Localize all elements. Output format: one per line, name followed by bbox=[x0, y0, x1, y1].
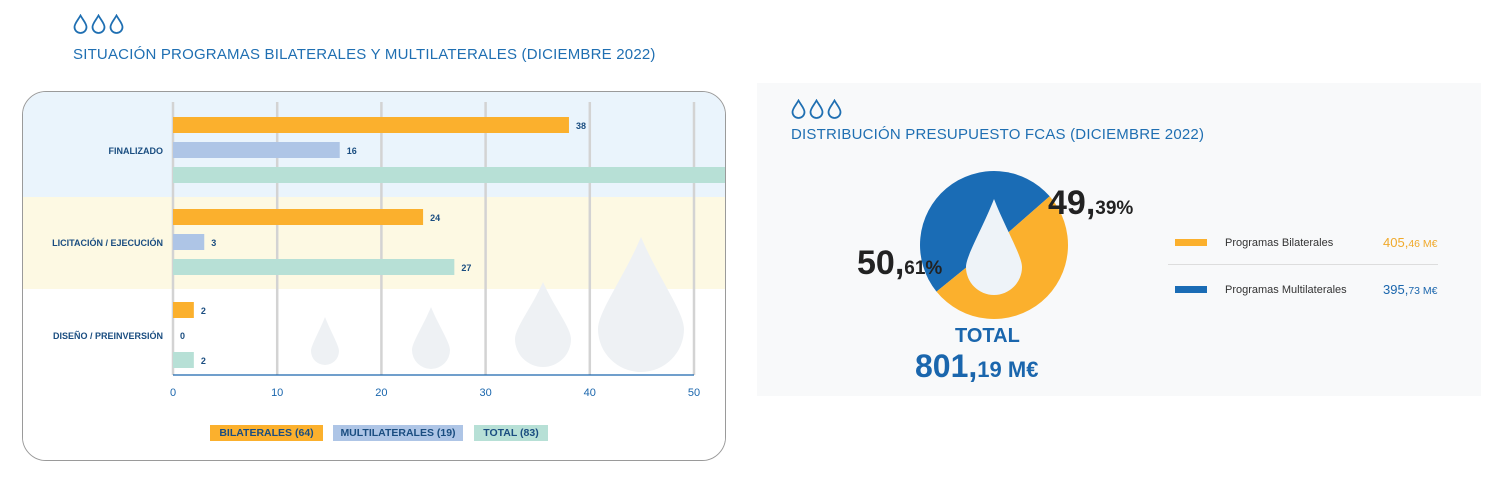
legend-value-multilateral-int: 395, bbox=[1383, 282, 1409, 297]
pct-bilateral-int: 50, bbox=[857, 244, 905, 282]
bar-chart: 01020304050FINALIZADO381654LICITACIÓN / … bbox=[23, 92, 725, 460]
data-label: 3 bbox=[211, 238, 216, 248]
bar bbox=[173, 302, 194, 318]
legend-value-multilateral-dec: 73 M€ bbox=[1408, 285, 1438, 297]
pie-chart bbox=[920, 171, 1069, 320]
bar bbox=[173, 167, 725, 183]
data-label: 2 bbox=[201, 306, 206, 316]
total-value-dec: 19 M€ bbox=[977, 357, 1039, 382]
drop-icon bbox=[73, 14, 88, 34]
legend-total-label: TOTAL (83) bbox=[483, 427, 539, 439]
legend-label-multilateral: Programas Multilaterales bbox=[1225, 283, 1347, 296]
total-value-int: 801, bbox=[915, 348, 978, 384]
drop-icon bbox=[109, 14, 124, 34]
legend-bilaterales-label: BILATERALES (64) bbox=[219, 427, 314, 439]
legend-value-multilateral: 395,73 M€ bbox=[1383, 282, 1438, 297]
data-label: 2 bbox=[201, 356, 206, 366]
legend-divider bbox=[1168, 264, 1438, 265]
bar bbox=[173, 259, 455, 275]
pie-chart-panel bbox=[757, 83, 1481, 396]
category-label: FINALIZADO bbox=[109, 146, 164, 156]
data-label: 0 bbox=[180, 331, 185, 341]
x-tick-label: 0 bbox=[170, 387, 176, 399]
x-tick-label: 50 bbox=[688, 387, 700, 399]
legend-bilaterales: BILATERALES (64) bbox=[210, 425, 323, 441]
legend-total: TOTAL (83) bbox=[474, 425, 548, 441]
x-tick-label: 40 bbox=[584, 387, 596, 399]
pie-label-multilateral: 49,39% bbox=[1048, 184, 1133, 223]
data-label: 27 bbox=[461, 263, 471, 273]
legend-multilaterales: MULTILATERALES (19) bbox=[333, 425, 463, 441]
legend-label-bilateral: Programas Bilaterales bbox=[1225, 236, 1334, 249]
legend-swatch-multilateral bbox=[1175, 286, 1207, 293]
pct-multilateral-int: 49, bbox=[1048, 184, 1096, 222]
bar bbox=[173, 209, 424, 225]
legend-value-bilateral-dec: 46 M€ bbox=[1408, 238, 1438, 250]
pie-legend-multilateral: Programas Multilaterales 395,73 M€ bbox=[1175, 282, 1438, 297]
drops-icon-right bbox=[791, 99, 842, 119]
pie-label-bilateral: 50,61% bbox=[857, 244, 942, 283]
bar-chart-panel: 01020304050FINALIZADO381654LICITACIÓN / … bbox=[22, 91, 726, 461]
drop-icon bbox=[791, 99, 806, 119]
data-label: 24 bbox=[430, 213, 440, 223]
total-value: 801,19 M€ bbox=[915, 348, 1038, 385]
category-label: DISEÑO / PREINVERSIÓN bbox=[53, 330, 163, 341]
bar bbox=[173, 117, 569, 133]
pct-multilateral-dec: 39% bbox=[1095, 198, 1134, 219]
legend-value-bilateral: 405,46 M€ bbox=[1383, 235, 1438, 250]
center-drop bbox=[966, 199, 1022, 295]
pie-legend-bilateral: Programas Bilaterales 405,46 M€ bbox=[1175, 235, 1438, 250]
legend-multilaterales-label: MULTILATERALES (19) bbox=[340, 427, 456, 439]
total-label: TOTAL bbox=[955, 325, 1020, 347]
decorative-drop bbox=[598, 237, 684, 372]
x-tick-label: 10 bbox=[271, 387, 283, 399]
x-tick-label: 30 bbox=[479, 387, 491, 399]
drops-icon-left bbox=[73, 14, 124, 34]
bar bbox=[173, 234, 205, 250]
drop-icon bbox=[91, 14, 106, 34]
bar bbox=[173, 142, 340, 158]
category-label: LICITACIÓN / EJECUCIÓN bbox=[52, 237, 163, 248]
left-chart-title: SITUACIÓN PROGRAMAS BILATERALES Y MULTIL… bbox=[73, 46, 656, 63]
data-label: 38 bbox=[576, 121, 586, 131]
drop-icon bbox=[809, 99, 824, 119]
decorative-drop bbox=[515, 282, 571, 367]
right-chart-title: DISTRIBUCIÓN PRESUPUESTO FCAS (DICIEMBRE… bbox=[791, 126, 1205, 143]
bar bbox=[173, 352, 194, 368]
decorative-drop bbox=[412, 307, 450, 369]
legend-value-bilateral-int: 405, bbox=[1383, 235, 1409, 250]
data-label: 16 bbox=[347, 146, 357, 156]
pct-bilateral-dec: 61% bbox=[904, 258, 943, 279]
x-tick-label: 20 bbox=[375, 387, 387, 399]
drop-icon bbox=[827, 99, 842, 119]
legend-swatch-bilateral bbox=[1175, 239, 1207, 246]
decorative-drop bbox=[311, 317, 339, 365]
